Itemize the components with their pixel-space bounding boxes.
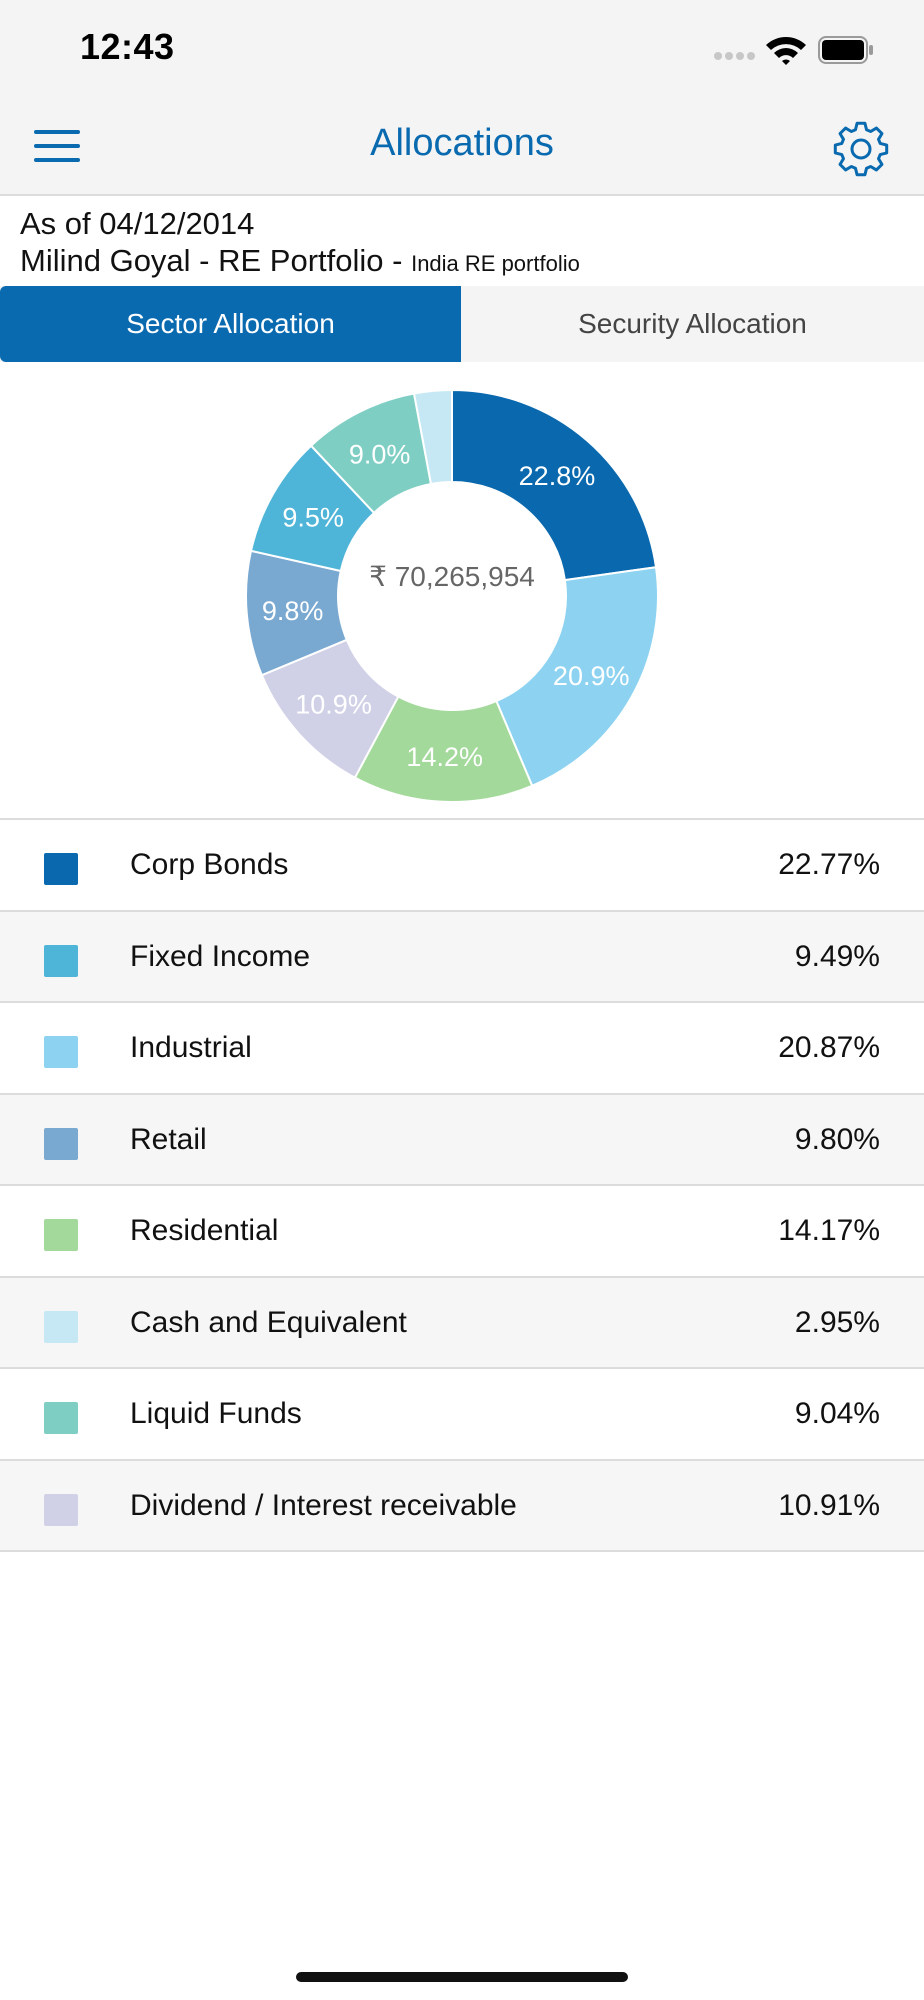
cellular-signal-icon [714,52,756,62]
legend-row[interactable]: Residential 14.17% [0,1186,924,1278]
legend-row[interactable]: Corp Bonds 22.77% [0,820,924,912]
legend-swatch [44,1402,78,1434]
portfolio-title: Milind Goyal - RE Portfolio - [20,243,403,278]
legend-value: 22.77% [778,848,880,881]
legend-label: Retail [130,1122,207,1156]
legend-value: 2.95% [794,1305,880,1339]
donut-slice-label: 22.8% [519,461,596,491]
hamburger-menu-icon[interactable] [34,128,80,164]
as-of-date: As of 04/12/2014 [20,206,255,241]
donut-slice-label: 14.2% [406,742,483,772]
legend-row[interactable]: Fixed Income 9.49% [0,911,924,1003]
legend-row[interactable]: Liquid Funds 9.04% [0,1369,924,1461]
legend-swatch [44,1036,78,1068]
donut-slice-label: 20.9% [553,661,630,691]
legend-label: Fixed Income [130,939,311,973]
legend-label: Cash and Equivalent [130,1305,407,1339]
legend-swatch [44,1127,78,1160]
legend-value: 10.91% [778,1488,880,1522]
donut-slice[interactable] [451,388,658,582]
legend-row[interactable]: Retail 9.80% [0,1094,924,1186]
home-indicator [296,1972,628,1982]
legend-label: Corp Bonds [130,848,289,881]
legend-swatch [44,1493,78,1526]
legend-label: Dividend / Interest receivable [130,1488,517,1522]
wifi-icon [766,37,806,65]
legend-swatch [44,853,78,885]
legend-label: Industrial [130,1031,252,1064]
legend-row[interactable]: Cash and Equivalent 2.95% [0,1277,924,1369]
legend-row[interactable]: Dividend / Interest receivable 10.91% [0,1460,924,1552]
legend-swatch [44,1219,78,1251]
tab-security-allocation[interactable]: Security Allocation [578,308,807,339]
legend-label: Liquid Funds [130,1397,302,1430]
allocation-tabs: Sector Allocation Security Allocation [0,286,924,362]
page-title: Allocations [370,122,554,164]
allocation-donut-chart: 22.8% 20.9% 14.2% 10.9% 9.8% 9.5% 9.0% [245,388,659,803]
legend-value: 9.80% [794,1122,880,1156]
allocation-legend: Corp Bonds 22.77% Fixed Income 9.49% Industr… [0,818,924,1552]
gear-icon[interactable] [832,120,890,178]
total-value: ₹ 70,265,954 [369,561,535,592]
donut-slice-label: 9.5% [282,503,344,533]
navigation-bar: Allocations [0,100,924,196]
legend-label: Residential [130,1214,279,1247]
legend-swatch [44,1310,78,1343]
legend-value: 9.49% [794,939,880,973]
legend-value: 14.17% [778,1214,880,1247]
donut-slice-label: 9.0% [349,439,411,469]
portfolio-name: Milind Goyal - RE Portfolio - India RE p… [20,242,910,283]
donut-slice-label: 10.9% [295,690,372,720]
donut-slice[interactable] [412,388,453,486]
legend-swatch [44,944,78,977]
portfolio-description: India RE portfolio [411,251,580,276]
tab-sector-allocation[interactable]: Sector Allocation [0,286,461,362]
legend-value: 20.87% [778,1031,880,1064]
donut-slice[interactable] [495,566,659,788]
portfolio-info: As of 04/12/2014 Milind Goyal - RE Portf… [20,206,910,283]
status-time: 12:43 [80,26,175,67]
donut-slice-label: 9.8% [262,596,324,626]
legend-value: 9.04% [794,1397,880,1430]
battery-icon [818,36,873,64]
status-bar: 12:43 [0,0,924,100]
legend-row[interactable]: Industrial 20.87% [0,1003,924,1095]
